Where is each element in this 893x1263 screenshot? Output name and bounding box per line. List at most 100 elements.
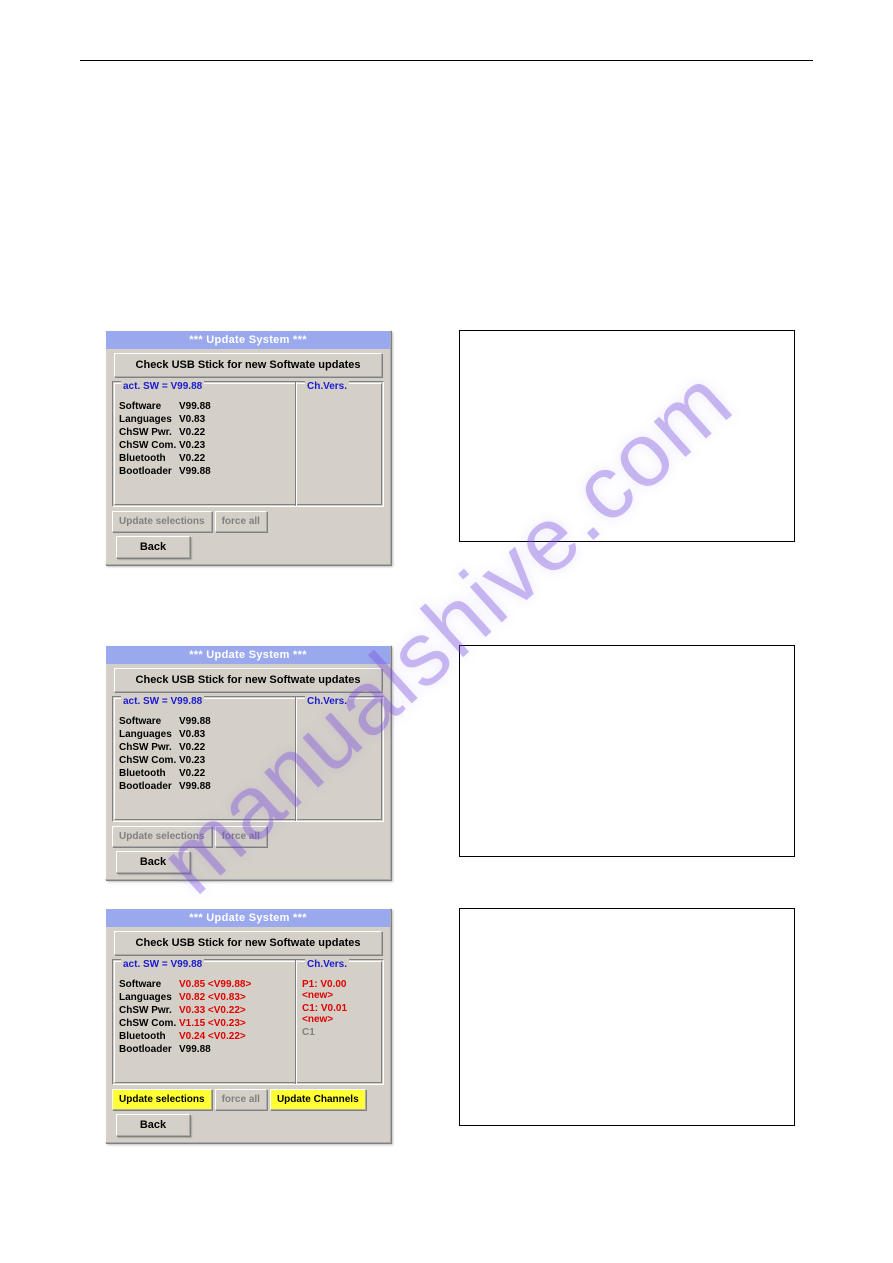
legend-ch-vers: Ch.Vers. <box>305 696 349 707</box>
sw-value: V0.22 <box>179 741 213 754</box>
sw-label: ChSW Com. <box>119 439 179 452</box>
dialog-title: *** Update System *** <box>106 909 390 927</box>
sw-row: LanguagesV0.83 <box>119 413 213 426</box>
description-box-2 <box>459 645 795 857</box>
sw-label: ChSW Pwr. <box>119 426 179 439</box>
sw-value: V0.83 <box>179 728 213 741</box>
sw-label: Software <box>119 715 179 728</box>
description-box-1 <box>459 330 795 542</box>
versions-fieldset: act. SW = V99.88 Ch.Vers. SoftwareV99.88… <box>112 696 384 822</box>
sw-row: BluetoothV0.24 <V0.22> <box>119 1030 253 1043</box>
dialog-title: *** Update System *** <box>106 331 390 349</box>
sw-value: V1.15 <V0.23> <box>179 1017 253 1030</box>
sw-value: V0.22 <box>179 452 213 465</box>
check-usb-button[interactable]: Check USB Stick for new Softwate updates <box>114 931 382 955</box>
sw-value: V0.22 <box>179 767 213 780</box>
ch-row: C1 <box>302 1026 379 1039</box>
dialog-body: Check USB Stick for new Softwate updates… <box>106 927 390 1142</box>
sw-row: BluetoothV0.22 <box>119 452 213 465</box>
update-system-dialog-1: *** Update System *** Check USB Stick fo… <box>105 330 391 565</box>
sw-row: ChSW Pwr.V0.22 <box>119 741 213 754</box>
update-system-dialog-3: *** Update System *** Check USB Stick fo… <box>105 908 391 1143</box>
sw-row: ChSW Com.V0.23 <box>119 439 213 452</box>
description-box-3 <box>459 908 795 1126</box>
update-selections-button[interactable]: Update selections <box>112 826 212 847</box>
sw-value: V99.88 <box>179 400 213 413</box>
force-all-button[interactable]: force all <box>215 1089 267 1110</box>
dialog-title: *** Update System *** <box>106 646 390 664</box>
sw-row: BootloaderV99.88 <box>119 1043 253 1056</box>
sw-value: V0.85 <V99.88> <box>179 978 253 991</box>
sw-label: Bootloader <box>119 465 179 478</box>
legend-actual-sw: act. SW = V99.88 <box>121 959 204 970</box>
ch-row: C1: V0.01 <new> <box>302 1002 379 1026</box>
sw-list: SoftwareV99.88 LanguagesV0.83 ChSW Pwr.V… <box>119 400 295 500</box>
legend-actual-sw: act. SW = V99.88 <box>121 696 204 707</box>
ch-value: C1: V0.01 <new> <box>302 1002 379 1026</box>
sw-label: Bluetooth <box>119 1030 179 1043</box>
versions-fieldset: act. SW = V99.88 Ch.Vers. SoftwareV99.88… <box>112 381 384 507</box>
update-channels-button[interactable]: Update Channels <box>270 1089 366 1110</box>
ch-value: C1 <box>302 1026 379 1039</box>
sw-value: V99.88 <box>179 465 213 478</box>
sw-row: BluetoothV0.22 <box>119 767 213 780</box>
row-2: *** Update System *** Check USB Stick fo… <box>105 645 795 880</box>
sw-row: SoftwareV99.88 <box>119 400 213 413</box>
sw-value: V0.23 <box>179 439 213 452</box>
sw-label: ChSW Com. <box>119 754 179 767</box>
row-3: *** Update System *** Check USB Stick fo… <box>105 908 795 1143</box>
sw-value: V0.23 <box>179 754 213 767</box>
legend-actual-sw: act. SW = V99.88 <box>121 381 204 392</box>
sw-row: BootloaderV99.88 <box>119 465 213 478</box>
update-selections-button[interactable]: Update selections <box>112 511 212 532</box>
page-top-rule <box>80 60 813 61</box>
sw-value: V99.88 <box>179 715 213 728</box>
sw-label: Software <box>119 978 179 991</box>
sw-label: ChSW Pwr. <box>119 741 179 754</box>
sw-value: V0.33 <V0.22> <box>179 1004 253 1017</box>
sw-label: Bootloader <box>119 1043 179 1056</box>
sw-row: ChSW Com.V0.23 <box>119 754 213 767</box>
button-row: Update selections force all Update Chann… <box>112 1089 384 1110</box>
versions-fieldset: act. SW = V99.88 Ch.Vers. SoftwareV0.85 … <box>112 959 384 1085</box>
content-area: *** Update System *** Check USB Stick fo… <box>105 330 795 1143</box>
back-button[interactable]: Back <box>116 1114 190 1136</box>
channel-versions <box>295 382 383 506</box>
sw-value: V99.88 <box>179 780 213 793</box>
sw-row: LanguagesV0.82 <V0.83> <box>119 991 253 1004</box>
sw-list: SoftwareV0.85 <V99.88> LanguagesV0.82 <V… <box>119 978 295 1078</box>
sw-row: SoftwareV0.85 <V99.88> <box>119 978 253 991</box>
back-button[interactable]: Back <box>116 536 190 558</box>
sw-row: SoftwareV99.88 <box>119 715 213 728</box>
check-usb-button[interactable]: Check USB Stick for new Softwate updates <box>114 668 382 692</box>
button-row: Update selections force all <box>112 826 384 847</box>
sw-list: SoftwareV99.88 LanguagesV0.83 ChSW Pwr.V… <box>119 715 295 815</box>
check-usb-button[interactable]: Check USB Stick for new Softwate updates <box>114 353 382 377</box>
channel-versions: P1: V0.00 <new> C1: V0.01 <new> C1 <box>295 960 383 1084</box>
channel-versions <box>295 697 383 821</box>
ch-value: P1: V0.00 <new> <box>302 978 379 1002</box>
sw-value: V99.88 <box>179 1043 253 1056</box>
legend-ch-vers: Ch.Vers. <box>305 959 349 970</box>
sw-label: ChSW Pwr. <box>119 1004 179 1017</box>
sw-label: Languages <box>119 413 179 426</box>
sw-row: ChSW Com.V1.15 <V0.23> <box>119 1017 253 1030</box>
sw-label: ChSW Com. <box>119 1017 179 1030</box>
force-all-button[interactable]: force all <box>215 511 267 532</box>
sw-value: V0.83 <box>179 413 213 426</box>
button-row: Update selections force all <box>112 511 384 532</box>
ch-row: P1: V0.00 <new> <box>302 978 379 1002</box>
back-button[interactable]: Back <box>116 851 190 873</box>
sw-label: Bluetooth <box>119 767 179 780</box>
sw-row: ChSW Pwr.V0.22 <box>119 426 213 439</box>
dialog-body: Check USB Stick for new Softwate updates… <box>106 349 390 564</box>
sw-label: Languages <box>119 991 179 1004</box>
sw-label: Bluetooth <box>119 452 179 465</box>
sw-label: Languages <box>119 728 179 741</box>
update-system-dialog-2: *** Update System *** Check USB Stick fo… <box>105 645 391 880</box>
sw-label: Software <box>119 400 179 413</box>
update-selections-button[interactable]: Update selections <box>112 1089 212 1110</box>
force-all-button[interactable]: force all <box>215 826 267 847</box>
dialog-body: Check USB Stick for new Softwate updates… <box>106 664 390 879</box>
row-1: *** Update System *** Check USB Stick fo… <box>105 330 795 565</box>
